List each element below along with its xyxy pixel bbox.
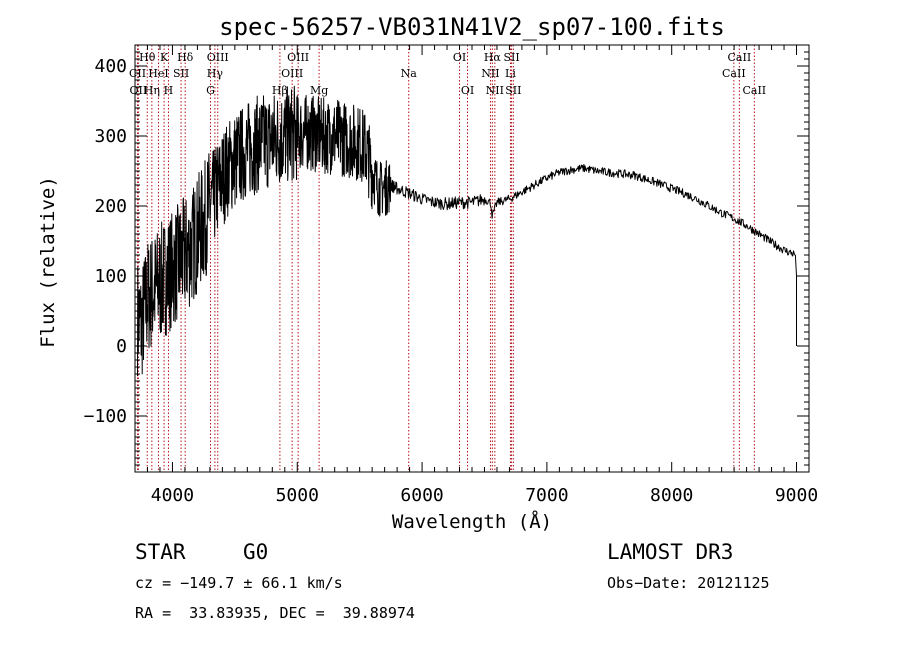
spectrum-series bbox=[137, 85, 797, 377]
line-label: OI bbox=[453, 51, 466, 64]
x-tick-label: 5000 bbox=[276, 485, 319, 506]
redshift-text: cz = −149.7 ± 66.1 km/s bbox=[135, 574, 343, 592]
line-label: Hθ bbox=[139, 51, 156, 64]
y-tick-label: −100 bbox=[84, 406, 127, 427]
x-tick-label: 6000 bbox=[400, 485, 443, 506]
y-axis-label: Flux (relative) bbox=[37, 176, 59, 348]
line-label: Mg bbox=[310, 84, 328, 97]
y-tick-label: 300 bbox=[94, 126, 127, 147]
object-subclass: G0 bbox=[243, 540, 269, 564]
line-label: Hη bbox=[144, 84, 160, 97]
line-label: NII bbox=[481, 67, 499, 80]
spectrum-line bbox=[137, 85, 797, 377]
x-tick-label: 8000 bbox=[650, 485, 693, 506]
line-label: OIII bbox=[287, 51, 309, 64]
line-label: Na bbox=[401, 67, 418, 80]
plot-frame bbox=[134, 44, 810, 473]
x-axis: 4000 5000 6000 7000 8000 9000 bbox=[146, 45, 818, 506]
line-label: Hδ bbox=[177, 51, 194, 64]
y-tick-label: 0 bbox=[116, 336, 127, 357]
line-label: K bbox=[160, 51, 169, 64]
line-label: OII bbox=[130, 84, 148, 97]
line-label: Hα bbox=[484, 51, 502, 64]
line-label: CaII bbox=[728, 51, 752, 64]
object-class: STAR bbox=[135, 540, 186, 564]
chart-title: spec-56257-VB031N41V2_sp07-100.fits bbox=[219, 13, 725, 41]
survey-name: LAMOST DR3 bbox=[607, 540, 734, 564]
y-tick-label: 100 bbox=[94, 266, 127, 287]
line-label: SII bbox=[503, 51, 519, 64]
x-tick-label: 7000 bbox=[525, 485, 568, 506]
y-tick-label: 400 bbox=[94, 56, 127, 77]
y-axis: −100 0 100 200 300 400 bbox=[84, 44, 809, 466]
y-tick-label: 200 bbox=[94, 196, 127, 217]
x-axis-label: Wavelength (Å) bbox=[392, 510, 552, 533]
line-label: HeI bbox=[148, 67, 168, 80]
line-label: Hβ bbox=[272, 84, 288, 97]
x-tick-label: 9000 bbox=[775, 485, 818, 506]
line-label: H bbox=[164, 84, 174, 97]
line-label: CaII bbox=[742, 84, 766, 97]
line-label: OIII bbox=[207, 51, 229, 64]
line-label: G bbox=[206, 84, 215, 97]
coordinates-text: RA = 33.83935, DEC = 39.88974 bbox=[135, 604, 415, 622]
line-label: OIII bbox=[281, 67, 303, 80]
line-label: Li bbox=[505, 67, 516, 80]
line-label: OI bbox=[461, 84, 474, 97]
obs-date-text: Obs−Date: 20121125 bbox=[607, 574, 770, 592]
line-label: SII bbox=[173, 67, 189, 80]
line-label: NII bbox=[486, 84, 504, 97]
line-label: SII bbox=[505, 84, 521, 97]
line-markers bbox=[136, 45, 755, 472]
line-label: CaII bbox=[722, 67, 746, 80]
x-tick-label: 4000 bbox=[151, 485, 194, 506]
line-label: Hγ bbox=[207, 67, 224, 80]
